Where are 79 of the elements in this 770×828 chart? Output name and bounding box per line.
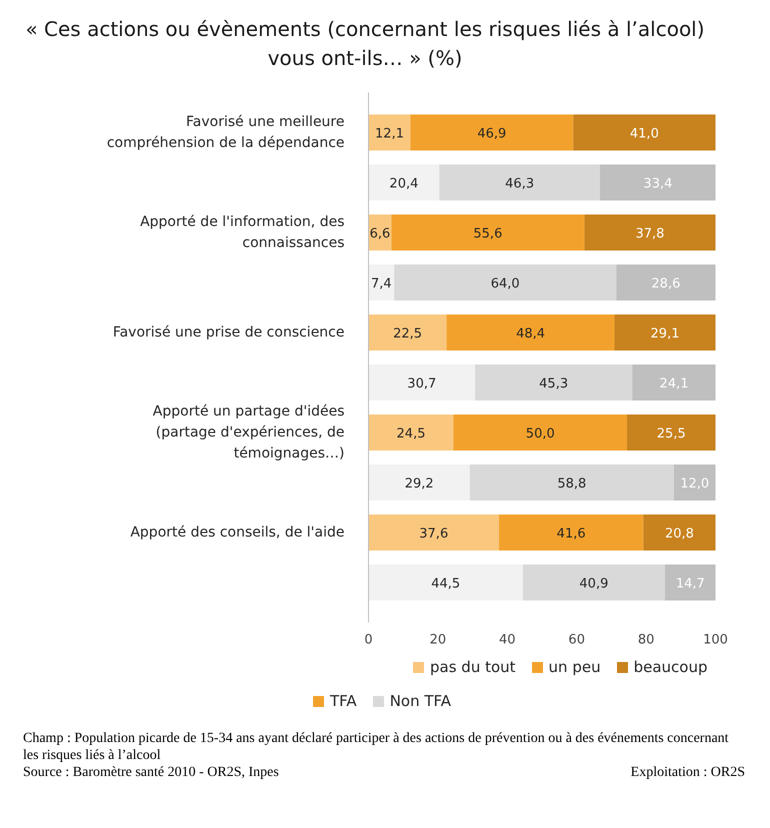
data-label: 45,3 bbox=[539, 376, 568, 392]
data-label: 7,4 bbox=[371, 276, 392, 292]
bar bbox=[573, 114, 716, 150]
data-label: 64,0 bbox=[490, 276, 520, 292]
bar bbox=[368, 114, 410, 150]
data-label: 12,0 bbox=[680, 476, 710, 492]
data-label: 30,7 bbox=[407, 376, 436, 392]
bar bbox=[368, 564, 523, 600]
x-tick-label: 100 bbox=[703, 632, 728, 648]
bar bbox=[394, 264, 616, 300]
bar bbox=[368, 264, 394, 300]
data-label: 44,5 bbox=[431, 576, 460, 592]
bar bbox=[470, 464, 674, 500]
bar bbox=[664, 564, 716, 600]
data-label: 28,6 bbox=[651, 276, 680, 292]
x-tick-label: 20 bbox=[430, 632, 446, 648]
data-label: 6,6 bbox=[370, 226, 390, 242]
bar bbox=[522, 564, 665, 600]
x-tick-label: 40 bbox=[499, 632, 516, 648]
bar bbox=[632, 364, 716, 400]
data-label: 29,2 bbox=[404, 476, 434, 492]
source-note: Source : Baromètre santé 2010 - OR2S, Inpes bbox=[23, 764, 279, 782]
data-label: 24,5 bbox=[396, 426, 426, 442]
data-label: 58,8 bbox=[557, 476, 586, 492]
data-label: 33,4 bbox=[643, 176, 672, 192]
bar bbox=[674, 464, 716, 500]
data-label: 12,1 bbox=[375, 126, 404, 142]
bar bbox=[368, 464, 470, 500]
bar bbox=[616, 264, 716, 300]
bar bbox=[368, 164, 440, 200]
data-label: 14,7 bbox=[676, 576, 705, 592]
data-label: 37,8 bbox=[635, 226, 664, 242]
legend-label: beaucoup bbox=[634, 657, 708, 678]
y-tick-label: Apporté des conseils, de l'aide bbox=[130, 524, 345, 540]
bar bbox=[439, 164, 600, 200]
bar bbox=[614, 314, 716, 350]
bar bbox=[391, 214, 584, 250]
y-tick-label: Favorisé une prise de conscience bbox=[112, 324, 345, 340]
bar bbox=[410, 114, 574, 150]
bar bbox=[454, 414, 628, 450]
data-label: 41,6 bbox=[556, 526, 586, 542]
data-label: 55,6 bbox=[473, 226, 502, 242]
bar bbox=[600, 164, 716, 200]
text: TFA bbox=[330, 691, 357, 712]
bar bbox=[368, 364, 476, 400]
data-label: 37,6 bbox=[419, 526, 448, 542]
chart-title: « Ces actions ou évènements (concernant les risques liés à l’alcool) vous ont-ils… » (%) bbox=[24, 16, 706, 72]
bar bbox=[368, 314, 447, 350]
data-label: 29,1 bbox=[650, 326, 680, 342]
y-tick-label: Favorisé une meilleure compréhension de la dépendance bbox=[106, 114, 345, 151]
x-tick-label: 80 bbox=[638, 632, 654, 648]
data-label: 40,9 bbox=[579, 576, 608, 592]
data-label: 46,9 bbox=[477, 126, 506, 142]
bar bbox=[643, 514, 716, 550]
y-tick-label: Apporté de l'information, des connaissances bbox=[140, 214, 345, 251]
data-label: 24,1 bbox=[660, 376, 689, 392]
text: Non TFA bbox=[390, 691, 452, 712]
text: Champ : Population picarde de 15-34 ans ayant déclaré participer à des actions de prévention ou à des événements concernant les risques liés à l’alcool bbox=[23, 731, 729, 763]
bar bbox=[498, 514, 644, 550]
bar bbox=[584, 214, 716, 250]
data-label: 50,0 bbox=[526, 426, 555, 442]
data-label: 46,3 bbox=[505, 176, 534, 192]
bar bbox=[627, 414, 716, 450]
x-tick-label: 60 bbox=[568, 632, 585, 648]
x-tick-label: 0 bbox=[364, 632, 373, 648]
data-label: 20,4 bbox=[389, 176, 418, 192]
legend-label: pas du tout bbox=[430, 657, 516, 678]
bar bbox=[368, 514, 499, 550]
data-label: 20,8 bbox=[664, 526, 694, 542]
data-label: 25,5 bbox=[656, 426, 686, 442]
legend-label: un peu bbox=[548, 657, 601, 678]
data-label: 48,4 bbox=[516, 326, 546, 342]
data-label: 41,0 bbox=[630, 126, 659, 142]
text: Exploitation : OR2S bbox=[630, 764, 745, 782]
bar bbox=[446, 314, 615, 350]
y-tick-label: Apporté un partage d'idées (partage d'expériences, de témoignages…) bbox=[152, 404, 345, 462]
bar bbox=[368, 414, 454, 450]
bar bbox=[475, 364, 632, 400]
data-label: 22,5 bbox=[393, 326, 422, 342]
